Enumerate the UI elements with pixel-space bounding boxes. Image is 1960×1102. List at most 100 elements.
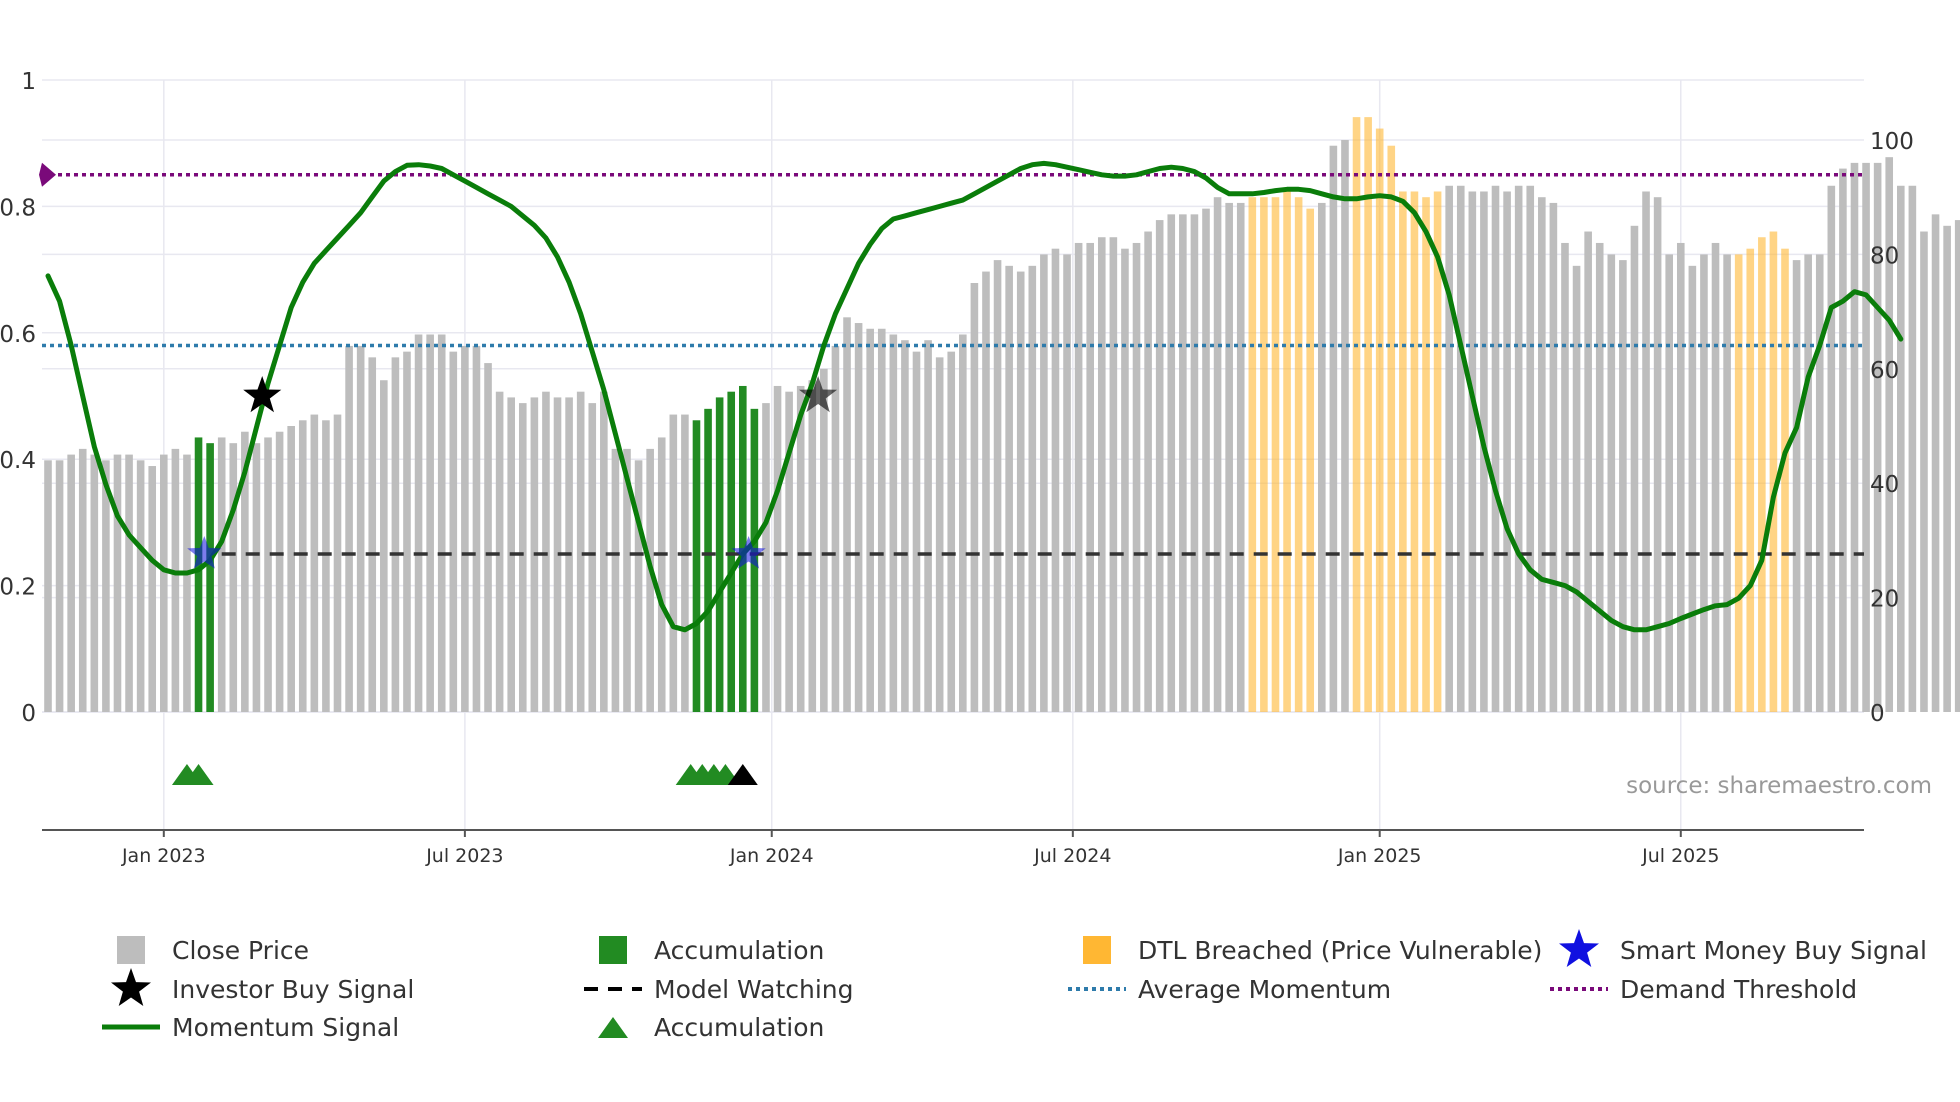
price-bar	[44, 460, 52, 712]
price-bar	[1063, 254, 1071, 712]
price-bar	[1607, 254, 1616, 712]
right-tick-label: 40	[1870, 472, 1899, 498]
axes: Jan 2023 Jul 2023 Jan 2024 Jul 2024 Jan 2025…	[0, 69, 1914, 867]
price-bar	[1700, 254, 1708, 712]
price-bar	[183, 454, 191, 712]
price-bar	[1804, 254, 1812, 712]
price-bar	[634, 460, 643, 712]
price-bar	[1653, 197, 1662, 712]
price-bar	[1897, 185, 1905, 712]
price-bar	[959, 334, 967, 712]
price-bar	[461, 345, 469, 712]
legend-accumulation-triangle-icon	[598, 1017, 628, 1038]
price-bar	[1213, 197, 1222, 712]
price-bar	[1341, 140, 1349, 712]
price-bar	[495, 391, 504, 712]
price-bar	[1329, 145, 1338, 713]
price-bar	[1920, 231, 1928, 712]
left-tick-label: 0	[21, 701, 36, 727]
price-bar	[67, 454, 75, 712]
right-tick-label: 20	[1870, 587, 1899, 613]
price-bar	[542, 391, 550, 712]
price-bar	[576, 391, 585, 712]
price-bar	[380, 380, 388, 712]
x-tick-label: Jan 2023	[121, 845, 206, 867]
price-bar	[681, 414, 689, 712]
price-bar	[472, 345, 481, 712]
price-bar	[1456, 185, 1465, 712]
price-bar	[808, 380, 817, 712]
dtl-breached-bar	[1746, 248, 1755, 712]
price-bar	[1526, 185, 1535, 712]
smart-money-star	[731, 536, 766, 569]
price-bar	[1491, 185, 1500, 712]
price-bar	[1873, 162, 1882, 712]
price-bar	[1074, 242, 1083, 712]
price-bar	[1549, 202, 1558, 713]
source-credit: source: sharemaestro.com	[1626, 773, 1932, 799]
dtl-breached-bar	[1781, 248, 1789, 712]
price-bar	[1040, 254, 1048, 712]
legend: Close Price Accumulation DTL Breached (Pri…	[102, 929, 1927, 1042]
accumulation-bar	[206, 443, 214, 712]
legend-average-momentum-label: Average Momentum	[1138, 975, 1391, 1004]
price-bar	[484, 363, 492, 712]
right-tick-label: 0	[1870, 701, 1885, 727]
x-tick-label: Jul 2025	[1641, 845, 1719, 867]
left-tick-label: 0.6	[0, 322, 36, 348]
price-bar	[437, 334, 446, 712]
price-bars	[44, 117, 1960, 713]
price-bar	[901, 340, 909, 712]
price-bar	[1862, 162, 1870, 712]
price-bar	[1468, 191, 1477, 713]
price-bar	[333, 414, 342, 712]
dtl-breached-bar	[1283, 191, 1291, 713]
dtl-breached-bar	[1422, 197, 1430, 712]
legend-smart-money-icon	[1559, 929, 1599, 967]
price-bar	[1086, 242, 1094, 712]
price-bar	[646, 448, 654, 712]
price-bar	[1595, 242, 1604, 712]
price-bar	[90, 454, 99, 712]
x-tick-label: Jan 2025	[1337, 845, 1422, 867]
price-bar	[1954, 220, 1960, 712]
price-bar	[1538, 197, 1546, 712]
legend-model-watching-label: Model Watching	[654, 975, 854, 1004]
demand-threshold-marker	[39, 162, 56, 187]
dtl-breached-bar	[1758, 237, 1766, 713]
dtl-breached-bar	[1306, 208, 1315, 712]
left-tick-label: 1	[21, 69, 36, 95]
legend-investor-buy-icon	[111, 968, 151, 1006]
price-bar	[982, 271, 990, 712]
price-bar	[831, 345, 840, 712]
price-bar	[345, 345, 353, 712]
price-bar	[78, 448, 87, 712]
price-bar	[796, 385, 805, 712]
legend-dtl-label: DTL Breached (Price Vulnerable)	[1138, 936, 1542, 965]
price-bar	[1318, 202, 1326, 713]
price-bar	[1561, 242, 1569, 712]
price-bar	[1943, 225, 1951, 713]
price-bar	[160, 454, 168, 712]
dtl-breached-bar	[1260, 197, 1268, 712]
x-tick-label: Jul 2024	[1033, 845, 1111, 867]
price-bar	[1179, 214, 1187, 713]
price-bar	[1642, 191, 1650, 713]
accumulation-bar	[727, 391, 736, 712]
price-bar	[1225, 202, 1233, 713]
price-bar	[1815, 254, 1824, 712]
price-bar	[866, 328, 874, 712]
price-bar	[1132, 242, 1141, 712]
price-bar	[264, 437, 272, 712]
price-bar	[414, 334, 423, 712]
dtl-breached-bar	[1352, 117, 1361, 713]
price-bar	[1885, 157, 1894, 712]
price-bar	[1792, 260, 1801, 712]
dtl-breached-bar	[1399, 191, 1407, 713]
price-bar	[553, 397, 562, 712]
price-bar	[403, 351, 411, 712]
price-bar	[1190, 214, 1199, 713]
left-tick-label: 0.8	[0, 195, 36, 221]
price-bar	[217, 437, 226, 712]
